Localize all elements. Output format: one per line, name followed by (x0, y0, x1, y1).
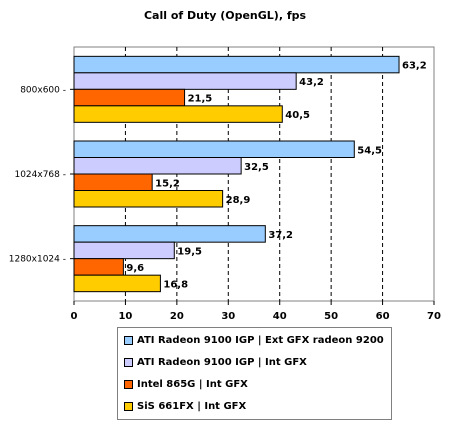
bar-4-1024x768 (73, 190, 224, 208)
tick-labels: 0 10 20 30 40 50 60 70 (71, 311, 441, 322)
data-label-4-1024x768: 28,9 (226, 195, 251, 206)
data-label-4-800x600: 40,5 (285, 110, 310, 121)
legend-item-3: Intel 865G | Int GFX (124, 373, 385, 395)
data-label-1-800x600: 63,2 (402, 61, 427, 72)
data-label-3-800x600: 21,5 (188, 94, 213, 105)
x-tick-label-6: 60 (376, 311, 390, 322)
data-label-2-1280x1024: 19,5 (177, 246, 202, 257)
bar-chart: 63,2 43,2 21,5 40,5 54,5 32,5 15,2 28,9 37,2 19,5… (9, 46, 441, 322)
bar-4-800x600 (73, 105, 283, 123)
legend-label-2: ATI Radeon 9100 IGP | Int GFX (137, 356, 307, 368)
x-tick-label-2: 20 (170, 311, 184, 322)
category-label-2: 1280x1024 - (9, 255, 66, 265)
legend-swatch-4 (124, 401, 133, 411)
bar-3-800x600 (73, 88, 186, 107)
legend-swatch-3 (124, 379, 133, 389)
legend: ATI Radeon 9100 IGP | Ext GFX radeon 920… (117, 327, 392, 420)
data-label-4-1280x1024: 16,8 (163, 279, 188, 290)
category-label-1: 1024x768 - (14, 170, 66, 180)
category-labels: 800x600 - 1024x768 - 1280x1024 - (9, 85, 74, 265)
bar-1-1280x1024 (73, 225, 266, 243)
category-label-0: 800x600 - (20, 85, 66, 95)
bar-1-1024x768 (73, 140, 355, 158)
x-tick-label-0: 0 (71, 311, 78, 322)
bar-4-1280x1024 (73, 274, 161, 293)
bars (73, 55, 400, 293)
x-tick-label-1: 10 (118, 311, 132, 322)
legend-label-1: ATI Radeon 9100 IGP | Ext GFX radeon 920… (137, 334, 384, 346)
data-label-2-800x600: 43,2 (299, 77, 324, 88)
bar-2-800x600 (73, 72, 297, 90)
legend-label-3: Intel 865G | Int GFX (137, 378, 248, 390)
data-label-1-1024x768: 54,5 (357, 145, 382, 156)
legend-item-4: SiS 661FX | Int GFX (124, 395, 385, 417)
bar-3-1024x768 (73, 173, 153, 191)
bar-2-1280x1024 (73, 241, 175, 260)
data-label-2-1024x768: 32,5 (244, 162, 269, 173)
data-labels: 63,2 43,2 21,5 40,5 54,5 32,5 15,2 28,9 37,2 19,5… (126, 61, 426, 291)
chart-title: Call of Duty (OpenGL), fps (143, 9, 307, 22)
x-tick-label-5: 50 (324, 311, 338, 322)
bar-3-1280x1024 (73, 258, 124, 276)
legend-item-2: ATI Radeon 9100 IGP | Int GFX (124, 351, 385, 373)
x-tick-label-7: 70 (427, 311, 441, 322)
x-tick-label-3: 30 (221, 311, 235, 322)
data-label-3-1024x768: 15,2 (155, 178, 180, 189)
bar-2-1024x768 (73, 157, 242, 175)
legend-swatch-2 (124, 357, 133, 367)
data-label-3-1280x1024: 9,6 (126, 263, 144, 274)
legend-item-1: ATI Radeon 9100 IGP | Ext GFX radeon 920… (124, 329, 385, 351)
bar-1-800x600 (73, 55, 400, 74)
data-label-1-1280x1024: 37,2 (268, 230, 293, 241)
legend-label-4: SiS 661FX | Int GFX (137, 400, 247, 412)
legend-swatch-1 (124, 335, 133, 345)
x-tick-label-4: 40 (273, 311, 287, 322)
